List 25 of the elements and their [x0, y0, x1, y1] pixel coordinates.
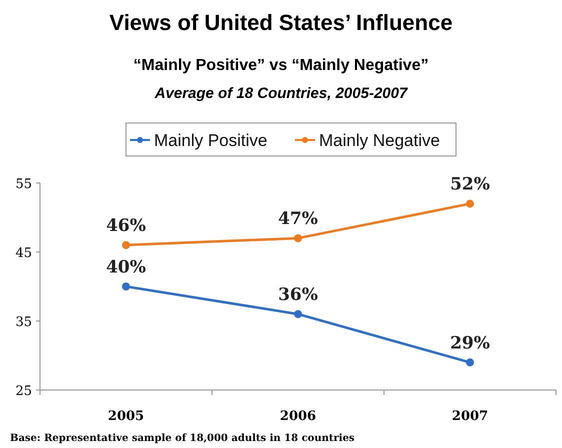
point — [122, 282, 130, 290]
x-tick-label: 2007 — [452, 409, 488, 424]
data-label: 46% — [106, 216, 146, 236]
point — [294, 310, 302, 318]
text: Average of 18 Countries, 2005-2007 — [154, 85, 408, 102]
point — [466, 200, 474, 208]
text: Base: Representative sample of 18,000 adults in 18 countries — [10, 433, 355, 444]
point — [294, 234, 302, 242]
point — [122, 241, 130, 250]
legend-label: Mainly Negative — [319, 131, 440, 150]
x-tick-label: 2006 — [280, 409, 316, 424]
point — [466, 358, 474, 366]
y-tick-label: 45 — [15, 246, 32, 261]
data-label: 36% — [278, 285, 318, 306]
x-tick-label: 2005 — [108, 409, 144, 424]
y-tick-label: 35 — [15, 315, 32, 330]
chart-subtitle: “Mainly Positive” vs “Mainly Negative” — [133, 57, 429, 74]
legend-label: Mainly Positive — [154, 131, 268, 150]
chart-title: Views of United States’ Influence — [109, 10, 453, 35]
data-label: 52% — [450, 174, 490, 195]
data-label: 40% — [106, 258, 146, 278]
y-tick-label: 25 — [15, 384, 32, 399]
y-tick-label: 55 — [15, 177, 32, 192]
data-label: 47% — [278, 209, 318, 230]
data-label: 29% — [450, 333, 490, 354]
